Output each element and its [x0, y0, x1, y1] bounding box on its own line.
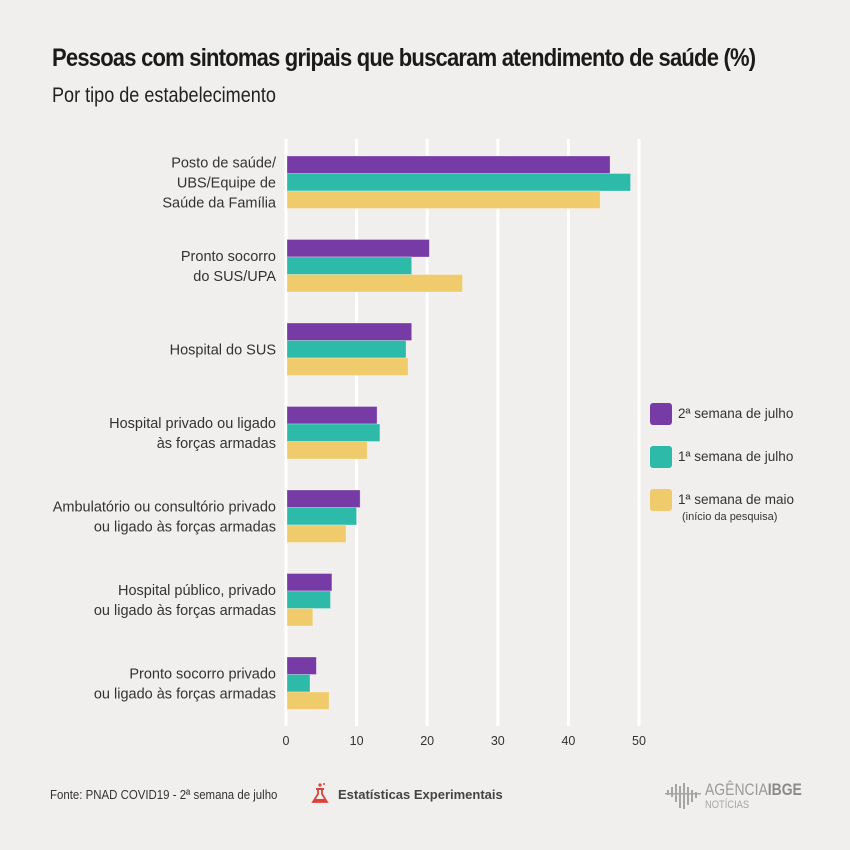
bar-1a-semana-julho [286, 674, 311, 693]
category-label: Hospital do SUS [170, 342, 276, 358]
bar-1a-semana-maio [286, 357, 409, 376]
x-tick-label: 30 [491, 734, 505, 748]
flask-icon [311, 783, 329, 803]
legend-label: 1ª semana de maio [678, 492, 795, 507]
category-label: UBS/Equipe de [177, 175, 276, 191]
bar-2a-semana-julho [286, 656, 317, 675]
agencia-ibge-logo-text: AGÊNCIAIBGE [705, 780, 802, 800]
source-note: Fonte: PNAD COVID19 - 2ª semana de julho [50, 787, 278, 802]
bar-1a-semana-maio [286, 274, 463, 293]
category-label: Ambulatório ou consultório privado [53, 499, 276, 515]
bar-1a-semana-julho [286, 173, 631, 192]
category-label: Pronto socorro [181, 249, 276, 265]
category-label: às forças armadas [157, 436, 276, 452]
x-axis-ticks: 0 10 20 30 40 50 [283, 734, 646, 748]
legend-swatch [650, 403, 672, 425]
bar-1a-semana-julho [286, 590, 331, 609]
bar-1a-semana-julho [286, 423, 381, 442]
bar-1a-semana-julho [286, 507, 357, 526]
bars [286, 155, 631, 710]
noticias-logo-text: NOTÍCIAS [705, 799, 750, 811]
chart-subtitle: Por tipo de estabelecimento [52, 84, 276, 107]
category-label: do SUS/UPA [193, 269, 276, 285]
category-labels: Posto de saúde/UBS/Equipe de Saúde da Fam… [53, 155, 277, 702]
bar-1a-semana-maio [286, 441, 368, 460]
experimental-stats-label: Estatísticas Experimentais [338, 787, 503, 802]
x-tick-label: 10 [350, 734, 364, 748]
category-label: ou ligado às forças armadas [94, 603, 276, 619]
legend-note: (início da pesquisa) [682, 511, 778, 523]
bar-1a-semana-maio [286, 608, 314, 627]
legend-label: 2ª semana de julho [678, 406, 794, 421]
category-label: Hospital privado ou ligado [109, 416, 276, 432]
category-label: Saúde da Família [162, 195, 277, 211]
bar-1a-semana-maio [286, 691, 330, 710]
x-tick-label: 50 [632, 734, 646, 748]
bar-1a-semana-julho [286, 256, 413, 275]
bar-2a-semana-julho [286, 239, 430, 258]
bar-2a-semana-julho [286, 489, 361, 508]
category-label: ou ligado às forças armadas [94, 686, 276, 702]
legend-label: 1ª semana de julho [678, 449, 794, 464]
bar-2a-semana-julho [286, 155, 611, 174]
bar-2a-semana-julho [286, 406, 378, 425]
logo-text-bold: IBGE [767, 780, 802, 799]
bar-2a-semana-julho [286, 573, 333, 592]
legend-swatch [650, 446, 672, 468]
bar-1a-semana-maio [286, 524, 347, 543]
ibge-logo-icon [665, 783, 701, 809]
bar-1a-semana-julho [286, 340, 407, 359]
x-tick-label: 20 [420, 734, 434, 748]
x-tick-label: 0 [283, 734, 290, 748]
x-tick-label: 40 [561, 734, 575, 748]
category-label: ou ligado às forças armadas [94, 519, 276, 535]
chart-title: Pessoas com sintomas gripais que buscara… [52, 44, 756, 72]
category-label: Posto de saúde/ [171, 155, 277, 171]
logo-text-light: AGÊNCIA [705, 780, 768, 799]
category-label: Pronto socorro privado [129, 666, 276, 682]
bar-2a-semana-julho [286, 322, 413, 341]
bar-1a-semana-maio [286, 190, 601, 209]
legend-swatch [650, 489, 672, 511]
category-label: Hospital público, privado [118, 583, 276, 599]
